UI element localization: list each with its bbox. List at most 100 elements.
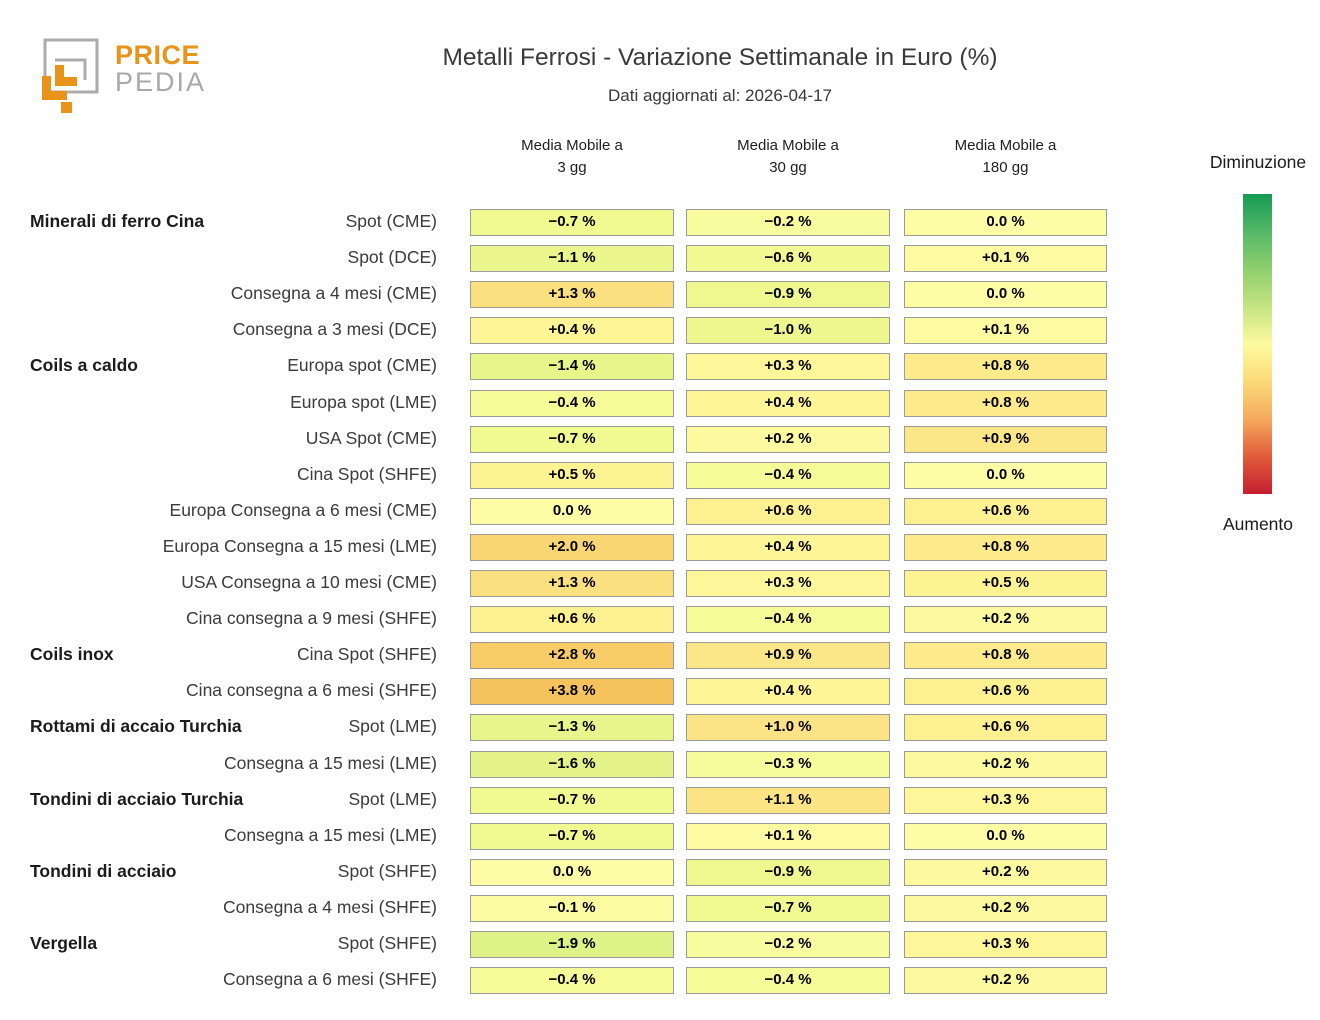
- group-label: Coils inox: [30, 644, 114, 665]
- heatmap-cell: +0.1 %: [904, 317, 1107, 345]
- heatmap-cell: −1.3 %: [470, 714, 674, 742]
- column-header-line2: 180 gg: [982, 159, 1029, 176]
- row-label: Spot (LME): [348, 716, 438, 737]
- group-label: Tondini di acciaio: [30, 860, 177, 881]
- heatmap-cell: +0.3 %: [686, 570, 890, 597]
- group-label: Rottami di accaio Turchia: [30, 716, 242, 737]
- heatmap-cell: +1.3 %: [470, 281, 674, 309]
- row-label: Spot (DCE): [347, 247, 437, 268]
- heatmap-cell: +0.6 %: [686, 497, 890, 525]
- row-label: Spot (CME): [345, 211, 437, 231]
- heatmap-cell: −1.0 %: [686, 317, 890, 345]
- group-label: Tondini di acciaio Turchia: [30, 788, 244, 809]
- column-header-line1: Media Mobile a: [737, 137, 839, 154]
- heatmap-cell: 0.0 %: [904, 281, 1107, 309]
- heatmap-cell: +0.6 %: [904, 714, 1107, 742]
- heatmap-cell: +0.8 %: [904, 642, 1107, 670]
- heatmap-cell: −0.9 %: [686, 858, 890, 886]
- heatmap-cell: −0.1 %: [470, 894, 674, 922]
- heatmap-cell: −1.6 %: [470, 750, 674, 778]
- heatmap-cell: +0.5 %: [470, 461, 674, 489]
- column-header-line2: 3 gg: [557, 159, 587, 176]
- heatmap-cell: +0.4 %: [686, 678, 890, 706]
- column-header-line1: Media Mobile a: [521, 137, 623, 154]
- column-header-180gg: Media Mobile a 180 gg: [904, 135, 1107, 179]
- heatmap-cell: +0.9 %: [686, 642, 890, 670]
- row-label: Cina consegna a 9 mesi (SHFE): [186, 608, 437, 629]
- heatmap-cell: −0.6 %: [686, 245, 890, 273]
- heatmap-cell: +0.6 %: [470, 606, 674, 634]
- legend-colorbar: [1243, 194, 1272, 494]
- heatmap-cell: −0.9 %: [686, 281, 890, 309]
- heatmap-cell: +0.4 %: [470, 317, 674, 345]
- heatmap-cell: −0.4 %: [686, 967, 890, 995]
- heatmap-cell: 0.0 %: [470, 497, 674, 525]
- heatmap-cell: +0.9 %: [904, 425, 1107, 453]
- heatmap-cell: −0.7 %: [470, 425, 674, 453]
- row-label: Europa spot (CME): [287, 355, 437, 376]
- column-header-line1: Media Mobile a: [954, 137, 1057, 154]
- row-label: USA Spot (CME): [305, 427, 437, 448]
- heatmap-cell: +0.2 %: [904, 606, 1107, 634]
- heatmap-cell: −1.1 %: [470, 245, 674, 273]
- heatmap-cell: +2.0 %: [470, 533, 674, 561]
- pricepedia-logo: PRICE PEDIA: [40, 36, 206, 114]
- legend-decrease-label: Diminuzione: [1209, 152, 1307, 172]
- heatmap-cell: −0.4 %: [470, 389, 674, 417]
- heatmap-cell: +0.6 %: [904, 497, 1107, 525]
- heatmap-cell: −0.2 %: [686, 931, 890, 958]
- heatmap-cell: −0.4 %: [686, 461, 890, 489]
- heatmap-cell: +0.6 %: [904, 678, 1107, 706]
- heatmap-cell: +0.2 %: [904, 858, 1107, 886]
- data-updated-subtitle: Dati aggiornati al: 2026-04-17: [608, 86, 832, 105]
- heatmap-cell: −0.4 %: [470, 967, 674, 995]
- logo-pedia-label: PEDIA: [115, 67, 207, 97]
- pricepedia-logo-icon: [42, 38, 99, 113]
- pricepedia-logo-text: PRICE PEDIA: [115, 36, 206, 96]
- row-label: Spot (LME): [348, 788, 438, 809]
- legend-increase-label: Aumento: [1222, 514, 1294, 534]
- heatmap-cell: −1.9 %: [470, 931, 674, 958]
- heatmap-cell: 0.0 %: [904, 461, 1107, 489]
- group-label: Minerali di ferro Cina: [30, 211, 205, 231]
- row-label: Spot (SHFE): [337, 933, 437, 953]
- heatmap-cell: +0.8 %: [904, 533, 1107, 561]
- heatmap-cell: +0.8 %: [904, 353, 1107, 381]
- group-label: Vergella: [30, 933, 98, 953]
- heatmap-cell: −0.3 %: [686, 750, 890, 778]
- heatmap-cell: 0.0 %: [904, 209, 1107, 236]
- heatmap-cell: −0.7 %: [686, 894, 890, 922]
- heatmap-cell: −0.4 %: [686, 606, 890, 634]
- row-label: Consegna a 15 mesi (LME): [223, 824, 437, 845]
- row-label: Consegna a 4 mesi (SHFE): [223, 896, 437, 917]
- row-label: Cina Spot (SHFE): [296, 463, 437, 484]
- group-label: Coils a caldo: [30, 355, 138, 376]
- heatmap-cell: −1.4 %: [470, 353, 674, 381]
- heatmap-cell: +0.3 %: [686, 353, 890, 381]
- row-label: Consegna a 3 mesi (DCE): [232, 319, 437, 340]
- heatmap-cell: +0.2 %: [904, 750, 1107, 778]
- heatmap-cell: +0.2 %: [904, 967, 1107, 995]
- row-label: Europa Consegna a 15 mesi (LME): [162, 535, 437, 556]
- heatmap-cell: 0.0 %: [904, 822, 1107, 850]
- row-label: Consegna a 15 mesi (LME): [223, 752, 437, 773]
- heatmap-cell: +0.3 %: [904, 786, 1107, 814]
- row-label: Cina consegna a 6 mesi (SHFE): [186, 680, 437, 701]
- heatmap-cell: +0.2 %: [904, 894, 1107, 922]
- row-label: Consegna a 4 mesi (CME): [230, 283, 437, 304]
- heatmap-cell: −0.2 %: [686, 209, 890, 236]
- row-label: Spot (SHFE): [337, 860, 437, 881]
- heatmap-cell: +0.8 %: [904, 389, 1107, 417]
- heatmap-cell: +2.8 %: [470, 642, 674, 670]
- heatmap-cell: +1.1 %: [686, 786, 890, 814]
- heatmap-cell: 0.0 %: [470, 858, 674, 886]
- heatmap-cell: +0.3 %: [904, 931, 1107, 958]
- heatmap-cell: +3.8 %: [470, 678, 674, 706]
- heatmap-cell: +0.1 %: [686, 822, 890, 850]
- heatmap-cell: +1.3 %: [470, 570, 674, 597]
- heatmap-cell: −0.7 %: [470, 209, 674, 236]
- row-label: Cina Spot (SHFE): [296, 644, 437, 665]
- page-title: Metalli Ferrosi - Variazione Settimanale…: [442, 44, 998, 71]
- row-label: Consegna a 6 mesi (SHFE): [223, 969, 437, 990]
